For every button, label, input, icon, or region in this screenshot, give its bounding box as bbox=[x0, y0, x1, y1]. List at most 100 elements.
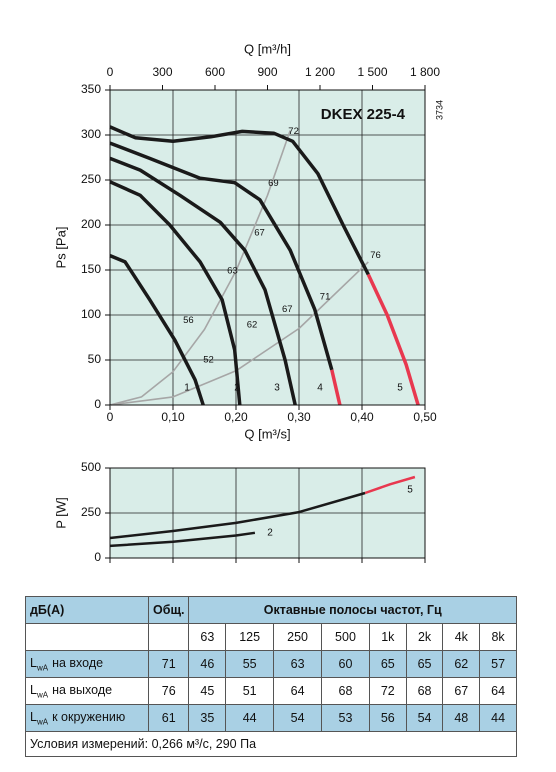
y-tick-label: 250 bbox=[81, 505, 101, 519]
y-tick-label: 500 bbox=[81, 460, 101, 474]
row-label: LwA на входе bbox=[25, 650, 149, 678]
x-tick-label: 0,30 bbox=[287, 410, 311, 424]
y-tick-label: 250 bbox=[81, 172, 101, 186]
side-note: 3734 bbox=[434, 100, 444, 120]
curve-label: 5 bbox=[407, 485, 413, 496]
value-cell: 62 bbox=[442, 650, 481, 678]
label: к окружению bbox=[52, 709, 126, 724]
value-cell: 54 bbox=[405, 704, 444, 732]
annotation: 72 bbox=[288, 126, 299, 137]
bands-row: 63 125 250 500 1k 2k 4k 8k bbox=[25, 623, 517, 651]
x-tick-label: 0,20 bbox=[224, 410, 248, 424]
curve bbox=[109, 125, 370, 276]
band-cell: 8k bbox=[479, 623, 517, 651]
header-row: дБ(A) Общ. Октавные полосы частот, Гц bbox=[25, 596, 517, 624]
plot-area bbox=[110, 90, 425, 405]
curve-segment bbox=[109, 130, 291, 406]
y-tick-label: 350 bbox=[81, 82, 101, 96]
curve-label: 3 bbox=[274, 383, 280, 394]
total-cell: 76 bbox=[147, 677, 190, 705]
x-tick-label: 0,10 bbox=[161, 410, 185, 424]
band-cell: 63 bbox=[188, 623, 227, 651]
curve-label: 1 bbox=[184, 383, 190, 394]
x2-tick-label: 1 800 bbox=[410, 65, 440, 79]
sound-table: дБ(A) Общ. Октавные полосы частот, Гц 63 125… bbox=[25, 596, 517, 757]
row-label: LwA к окружению bbox=[25, 704, 149, 732]
subscript: wA bbox=[36, 690, 49, 700]
curve-label: 2 bbox=[267, 528, 273, 539]
curve bbox=[109, 180, 242, 406]
value-cell: 60 bbox=[321, 650, 370, 678]
note: Условия измерений: 0,266 м³/с, 290 Па bbox=[25, 731, 517, 757]
empty-cell bbox=[25, 623, 149, 651]
annotation: 63 bbox=[227, 265, 238, 276]
curve bbox=[109, 156, 297, 406]
x2-tick-label: 0 bbox=[107, 65, 114, 79]
curve-label: 5 bbox=[397, 383, 403, 394]
chart-title: DKEX 225-4 bbox=[321, 106, 406, 123]
curve bbox=[109, 141, 334, 371]
symbol: L bbox=[30, 709, 37, 724]
symbol: L bbox=[30, 655, 37, 670]
value-cell: 68 bbox=[321, 677, 370, 705]
annotation: 69 bbox=[268, 178, 279, 189]
note-row: Условия измерений: 0,266 м³/с, 290 Па bbox=[25, 731, 517, 757]
value-cell: 64 bbox=[273, 677, 323, 705]
y-axis-title: P [W] bbox=[53, 497, 68, 529]
value-cell: 44 bbox=[225, 704, 275, 732]
curve bbox=[109, 491, 366, 540]
symbol: L bbox=[30, 682, 37, 697]
value-cell: 65 bbox=[405, 650, 444, 678]
y-tick-label: 50 bbox=[88, 352, 102, 366]
total-cell: 71 bbox=[147, 650, 190, 678]
band-cell: 4k bbox=[442, 623, 481, 651]
value-cell: 53 bbox=[321, 704, 370, 732]
y-tick-label: 150 bbox=[81, 262, 101, 276]
value-cell: 63 bbox=[273, 650, 323, 678]
x-tick-label: 0,50 bbox=[413, 410, 437, 424]
value-cell: 68 bbox=[405, 677, 444, 705]
plot-frame bbox=[109, 467, 426, 559]
x2-tick-label: 300 bbox=[152, 65, 172, 79]
x2-axis-title: Q [m³/h] bbox=[244, 41, 291, 56]
x2-tick-label: 1 500 bbox=[357, 65, 387, 79]
x2-tick-label: 600 bbox=[205, 65, 225, 79]
data-row: LwA к окружению 61 35 44 54 53 56 54 48 44 bbox=[25, 704, 517, 732]
band-cell: 125 bbox=[225, 623, 275, 651]
value-cell: 45 bbox=[188, 677, 227, 705]
annotation: 62 bbox=[247, 319, 258, 330]
curve bbox=[109, 531, 256, 548]
value-cell: 65 bbox=[368, 650, 407, 678]
empty-cell bbox=[147, 623, 190, 651]
value-cell: 67 bbox=[442, 677, 481, 705]
value-cell: 48 bbox=[442, 704, 481, 732]
x-axis-title: Q [m³/s] bbox=[244, 426, 290, 441]
y-tick-label: 200 bbox=[81, 217, 101, 231]
header-cell: Общ. bbox=[147, 596, 190, 624]
annotation: 76 bbox=[370, 250, 381, 261]
value-cell: 54 bbox=[273, 704, 323, 732]
annotation: 67 bbox=[254, 228, 265, 239]
header-cell: Октавные полосы частот, Гц bbox=[188, 596, 517, 624]
data-row: LwA на выходе 76 45 51 64 68 72 68 67 64 bbox=[25, 677, 517, 705]
y-tick-label: 0 bbox=[94, 397, 101, 411]
annotation: 52 bbox=[203, 355, 214, 366]
band-cell: 250 bbox=[273, 623, 323, 651]
value-cell: 56 bbox=[368, 704, 407, 732]
value-cell: 57 bbox=[479, 650, 517, 678]
total-cell: 61 bbox=[147, 704, 190, 732]
value-cell: 35 bbox=[188, 704, 227, 732]
label: на выходе bbox=[52, 682, 113, 697]
band-cell: 1k bbox=[368, 623, 407, 651]
curve-segment bbox=[330, 369, 342, 406]
band-cell: 500 bbox=[321, 623, 370, 651]
annotation: 67 bbox=[282, 304, 293, 315]
value-cell: 46 bbox=[188, 650, 227, 678]
y-tick-label: 0 bbox=[94, 550, 101, 564]
plot-frame bbox=[109, 89, 426, 406]
x2-tick-label: 1 200 bbox=[305, 65, 335, 79]
value-cell: 44 bbox=[479, 704, 517, 732]
label: на входе bbox=[52, 655, 104, 670]
